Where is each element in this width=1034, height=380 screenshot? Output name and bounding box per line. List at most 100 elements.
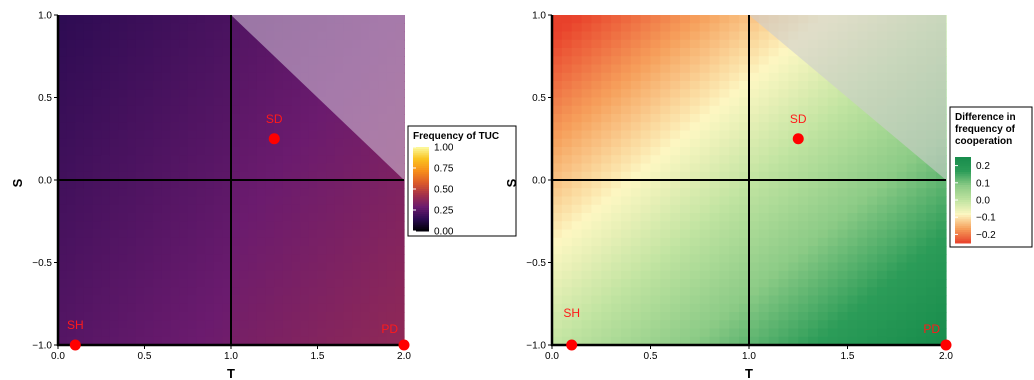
heatmap-cell <box>222 303 232 313</box>
heatmap-cell <box>170 279 180 288</box>
heatmap-cell <box>758 114 770 123</box>
heatmap-cell <box>768 221 780 231</box>
heatmap-cell <box>561 188 573 198</box>
heatmap-cell <box>591 213 602 222</box>
heatmap-cell <box>571 56 583 66</box>
heatmap-cell <box>352 155 362 165</box>
heatmap-cell <box>343 320 353 330</box>
heatmap-cell <box>867 155 878 165</box>
colorbar-segment <box>413 189 429 192</box>
heatmap-cell <box>699 72 711 82</box>
heatmap-cell <box>291 336 301 346</box>
heatmap-cell <box>196 138 206 148</box>
heatmap-cell <box>369 328 379 338</box>
heatmap-cell <box>83 81 94 90</box>
heatmap-cell <box>395 336 405 346</box>
heatmap-cell <box>282 180 293 189</box>
heatmap-cell <box>127 254 137 264</box>
heatmap-cell <box>650 262 661 272</box>
heatmap-cell <box>719 188 730 198</box>
heatmap-cell <box>75 287 85 297</box>
heatmap-cell <box>680 39 691 49</box>
heatmap-cell <box>886 171 898 181</box>
heatmap-cell <box>749 295 760 305</box>
heatmap-cell <box>561 213 573 222</box>
heatmap-cell <box>213 237 223 247</box>
heatmap-cell <box>552 213 563 222</box>
colorbar-segment <box>955 178 971 182</box>
heatmap-cell <box>274 180 284 189</box>
heatmap-cell <box>611 336 622 346</box>
heatmap-cell <box>153 262 163 272</box>
heatmap-cell <box>231 97 241 107</box>
heatmap-cell <box>231 287 241 297</box>
heatmap-cell <box>670 312 681 321</box>
heatmap-cell <box>837 262 849 272</box>
heatmap-cell <box>343 188 353 198</box>
heatmap-cell <box>581 15 592 24</box>
heatmap-cell <box>109 246 120 255</box>
heatmap-cell <box>213 15 223 24</box>
heatmap-cell <box>739 180 750 189</box>
heatmap-cell <box>680 23 691 33</box>
heatmap-cell <box>640 196 652 206</box>
heatmap-cell <box>630 81 642 90</box>
heatmap-cell <box>196 336 206 346</box>
heatmap-cell <box>308 180 319 189</box>
heatmap-cell <box>877 328 888 338</box>
heatmap-cell <box>75 72 85 82</box>
heatmap-cell <box>369 237 379 247</box>
heatmap-cell <box>109 114 120 123</box>
heatmap-cell <box>343 328 353 338</box>
heatmap-cell <box>231 15 241 24</box>
heatmap-cell <box>308 312 319 321</box>
heatmap-cell <box>92 81 102 90</box>
heatmap-cell <box>101 213 111 222</box>
heatmap-cell <box>291 295 301 305</box>
heatmap-cell <box>709 97 721 107</box>
heatmap-cell <box>75 328 85 338</box>
heatmap-cell <box>265 262 275 272</box>
heatmap-cell <box>630 246 642 255</box>
heatmap-cell <box>144 229 154 239</box>
heatmap-cell <box>798 328 809 338</box>
heatmap-cell <box>768 31 780 41</box>
heatmap-cell <box>591 114 602 123</box>
heatmap-cell <box>630 204 642 214</box>
heatmap-cell <box>709 122 721 132</box>
heatmap-cell <box>213 31 223 41</box>
heatmap-cell <box>680 56 691 66</box>
heatmap-cell <box>239 328 249 338</box>
heatmap-cell <box>109 81 120 90</box>
heatmap-cell <box>729 287 740 297</box>
heatmap-cell <box>222 89 232 99</box>
colorbar-segment <box>955 219 971 222</box>
heatmap-cell <box>719 180 730 189</box>
heatmap-cell <box>611 188 622 198</box>
heatmap-cell <box>847 262 858 272</box>
heatmap-cell <box>670 97 681 107</box>
heatmap-cell <box>352 171 362 181</box>
heatmap-cell <box>867 287 878 297</box>
heatmap-cell <box>926 287 937 297</box>
heatmap-cell <box>886 303 898 313</box>
colorbar-segment <box>413 218 429 221</box>
y-tick-label: 0.0 <box>38 176 52 187</box>
heatmap-cell <box>127 237 137 247</box>
heatmap-cell <box>369 312 379 321</box>
heatmap-cell <box>699 204 711 214</box>
heatmap-cell <box>196 328 206 338</box>
heatmap-cell <box>778 122 789 132</box>
heatmap-cell <box>877 213 888 222</box>
heatmap-cell <box>650 270 661 280</box>
heatmap-cell <box>352 320 362 330</box>
heatmap-cell <box>709 23 721 33</box>
heatmap-cell <box>689 56 701 66</box>
x-axis-ticks: 0.0 0.5 1.0 1.5 2.0 <box>51 345 411 362</box>
heatmap-cell <box>886 155 898 165</box>
heatmap-cell <box>926 171 937 181</box>
heatmap-cell <box>827 270 839 280</box>
heatmap-cell <box>798 155 809 165</box>
heatmap-cell <box>798 221 809 231</box>
heatmap-cell <box>66 114 76 123</box>
